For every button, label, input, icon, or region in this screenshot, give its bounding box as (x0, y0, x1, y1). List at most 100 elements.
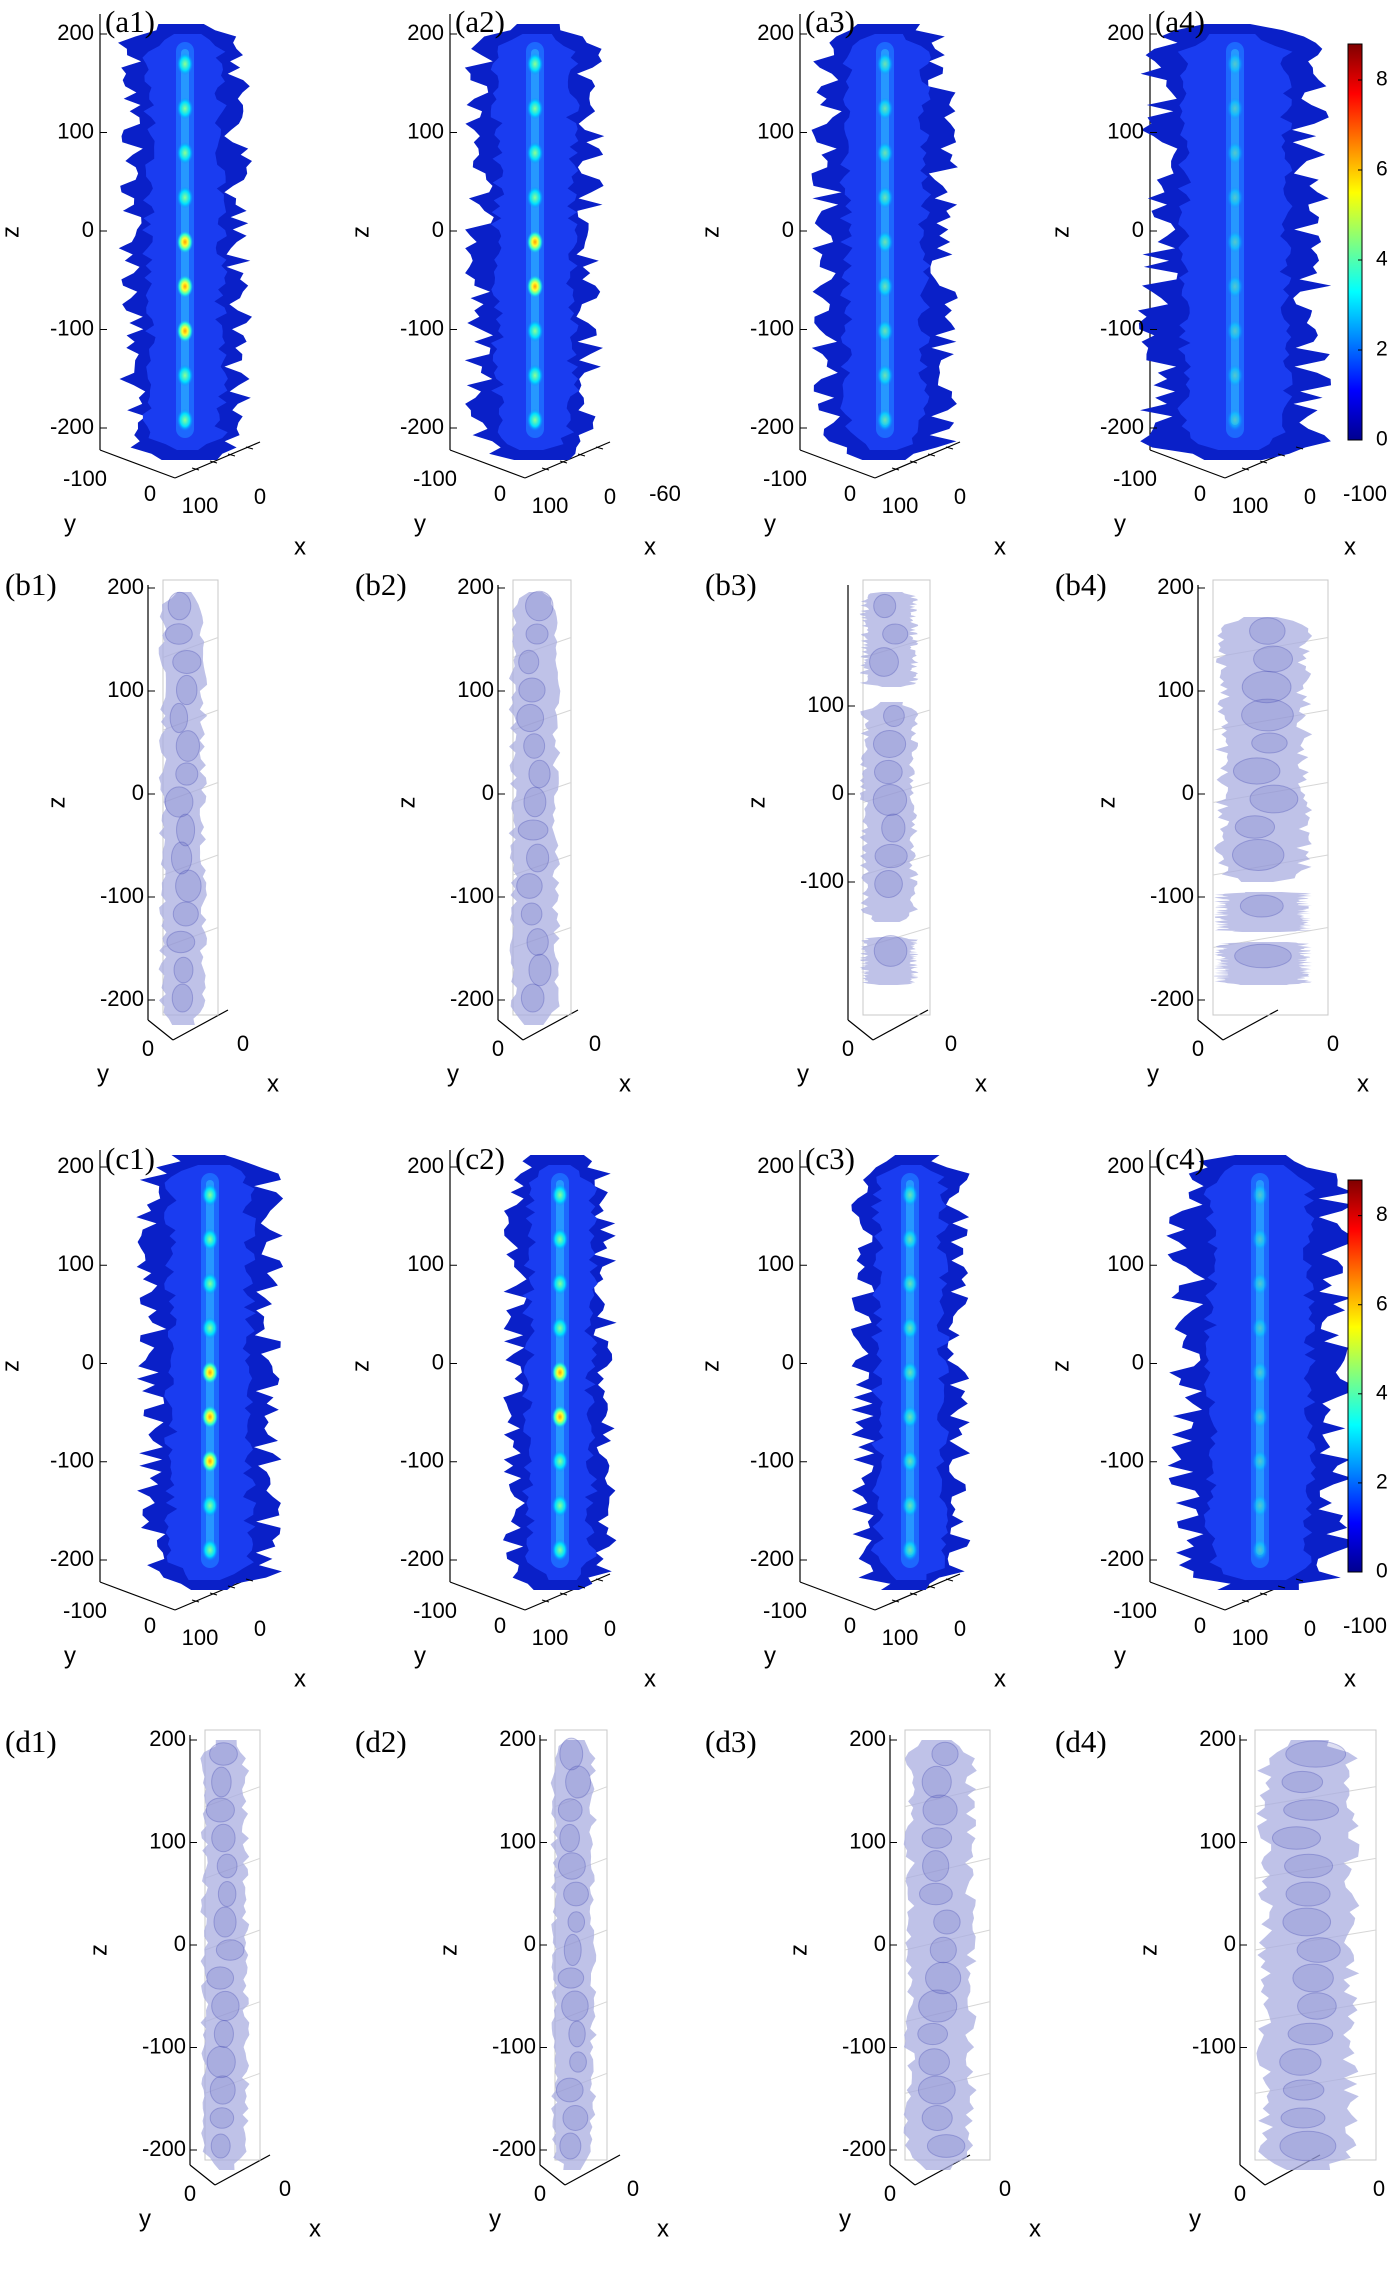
y-axis-name: y (139, 2205, 151, 2232)
x-axis-name: x (975, 1070, 987, 1097)
x-axis-name: x (644, 1665, 656, 1692)
x-axis-name: x (294, 1665, 306, 1692)
x-tick (1241, 1599, 1250, 1603)
isosurface-blob (1285, 1881, 1331, 1907)
panel-a4: 200 100 0 -100 -200 z -100 0 100 y 0 -100 x 8 6 4 2 0 (a4) (1047, 4, 1388, 560)
y-tick-label: -100 (413, 1598, 457, 1623)
z-tick-label: 100 (807, 692, 844, 717)
x-tick (1241, 467, 1250, 471)
z-axis-name: z (743, 797, 770, 809)
z-tick-label: -100 (50, 315, 94, 340)
isosurface-blob (211, 1990, 240, 2022)
y-axis-name: y (764, 1642, 776, 1669)
y-axis-name: y (447, 1060, 459, 1087)
isosurface-blob (172, 901, 199, 927)
isosurface-blob (1232, 757, 1281, 785)
translucent-isosurface (550, 1740, 597, 2170)
x-tick (209, 460, 218, 464)
isosurface-blob (520, 983, 545, 1013)
x-axis-line (172, 1009, 229, 1041)
intensity-spot (177, 97, 193, 120)
intensity-spot (1252, 1450, 1268, 1473)
translucent-isosurface (903, 1740, 977, 2170)
isosurface-blob (1280, 2107, 1326, 2129)
z-tick-label: -200 (400, 1546, 444, 1571)
panel-c1: 200 100 0 -100 -200 z -100 0 100 y 0 x (c1) (0, 1141, 306, 1692)
intensity-spot (902, 1450, 918, 1473)
isosurface-blob (1284, 1853, 1334, 1879)
intensity-spot (902, 1272, 918, 1295)
x-axis-name: x (994, 1665, 1006, 1692)
z-tick-label: 0 (132, 780, 144, 805)
z-tick-label: 100 (57, 1251, 94, 1276)
intensity-spot (902, 1405, 918, 1428)
z-tick-label: -100 (750, 315, 794, 340)
x-axis-name: x (294, 533, 306, 560)
y-axis-line (497, 1019, 524, 1041)
intensity-spot (902, 1494, 918, 1517)
y-axis-line (99, 449, 176, 479)
isosurface-blob (525, 590, 554, 622)
y-tick-label: 0 (142, 1036, 154, 1061)
isosurface-blob (520, 902, 543, 926)
x-axis-name: x (1344, 533, 1356, 560)
colorbar-tick-label: 2 (1376, 338, 1388, 361)
z-tick-label: -200 (400, 414, 444, 439)
z-tick-label: -200 (450, 986, 494, 1011)
y-tick-label: 0 (1192, 1036, 1204, 1061)
y-axis-line (99, 1581, 176, 1611)
panel-label: (d1) (5, 1724, 57, 1759)
x-tick (577, 1585, 586, 1589)
translucent-isosurface (508, 592, 561, 1025)
isosurface-blob (917, 2075, 956, 2105)
x-tick-label: 0 (279, 2176, 291, 2201)
translucent-isosurface (158, 592, 208, 1025)
intensity-spot (877, 409, 893, 431)
x-axis-line (564, 2154, 621, 2186)
y-axis-line (799, 1581, 876, 1611)
y-axis-line (449, 449, 526, 479)
isosurface-blob (1282, 1907, 1332, 1937)
z-tick-label: -100 (750, 1448, 794, 1473)
isosurface-blob (1251, 732, 1288, 754)
isosurface-blob (518, 677, 546, 703)
y-axis-name: y (1189, 2205, 1201, 2232)
isosurface-blob (567, 1911, 586, 1933)
x-tick-label: 0 (1327, 1031, 1339, 1056)
z-tick-label: -100 (100, 883, 144, 908)
y-tick-label: 0 (844, 481, 856, 506)
colorbar-tick-label: 8 (1376, 68, 1388, 91)
intensity-spot (202, 1361, 218, 1384)
panel-label: (c3) (805, 1141, 855, 1176)
intensity-spot (877, 364, 893, 387)
z-tick-label: -100 (1150, 883, 1194, 908)
y-axis-name: y (1114, 510, 1126, 537)
intensity-spot (1227, 97, 1243, 120)
x-tick-label: 0 (1304, 1616, 1316, 1641)
x-tick-label: 0 (627, 2176, 639, 2201)
isosurface-blob (1253, 645, 1294, 673)
x-tick (541, 467, 550, 471)
intensity-spot (1252, 1539, 1268, 1561)
intensity-spot (527, 231, 543, 253)
x-tick (541, 1599, 550, 1603)
x-tick (891, 467, 900, 471)
z-tick-label: 0 (174, 1931, 186, 1956)
panel-c3: 200 100 0 -100 -200 z -100 0 100 y 0 x (c3) (697, 1141, 1006, 1692)
x-tick (891, 1599, 900, 1603)
z-tick-label: -200 (842, 2136, 886, 2161)
z-tick-label: 100 (407, 118, 444, 143)
isosurface-blob (209, 2107, 235, 2129)
x-tick-label: 0 (254, 484, 266, 509)
z-tick-label: -100 (1192, 2033, 1236, 2058)
panel-label: (d2) (355, 1724, 407, 1759)
z-tick-label: 200 (849, 1726, 886, 1751)
x-tick-label: -60 (649, 481, 681, 506)
x-tick-label: -100 (1343, 1613, 1387, 1638)
z-tick-label: 200 (149, 1726, 186, 1751)
isosurface-blob (562, 2105, 589, 2131)
z-tick-label: -100 (400, 1448, 444, 1473)
colorbar-tick-label: 6 (1376, 158, 1388, 181)
intensity-spot (1252, 1361, 1268, 1384)
